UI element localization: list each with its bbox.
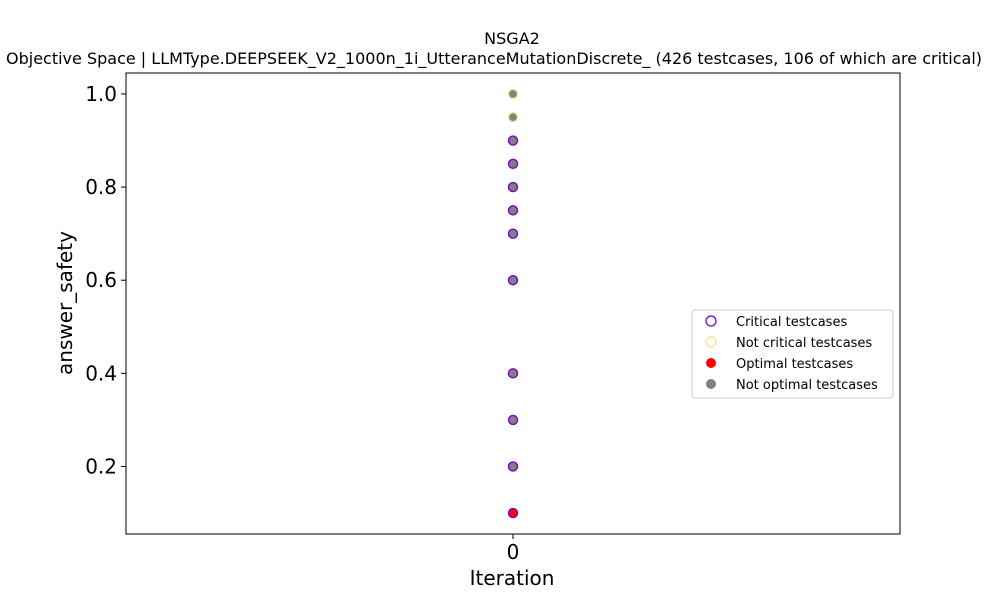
legend-box xyxy=(691,309,894,399)
y-tick-label: 0.6 xyxy=(85,268,117,292)
legend-entry-label: Optimal testcases xyxy=(736,357,853,372)
y-tick-label: 0.4 xyxy=(85,361,117,385)
y-tick-label: 0.2 xyxy=(85,454,117,478)
legend-marker xyxy=(705,315,717,327)
data-point xyxy=(507,414,519,426)
data-point xyxy=(507,507,519,519)
data-point xyxy=(507,275,519,286)
data-point xyxy=(507,228,519,239)
legend-marker xyxy=(706,379,716,389)
data-point xyxy=(507,158,519,170)
y-axis-label: answer_safety xyxy=(53,231,77,375)
legend-marker xyxy=(706,358,716,368)
data-point xyxy=(507,461,519,472)
y-tick-label: 0.8 xyxy=(85,175,117,199)
data-point xyxy=(507,112,519,123)
plot-frame xyxy=(125,72,901,535)
data-point xyxy=(507,205,519,216)
legend-entry-label: Not critical testcases xyxy=(736,336,872,351)
chart-title: NSGA2 xyxy=(484,29,540,48)
x-tick-label: 0 xyxy=(507,540,520,564)
data-point xyxy=(507,181,519,193)
legend-entry-label: Critical testcases xyxy=(736,315,847,330)
x-axis-label: Iteration xyxy=(470,566,555,590)
legend: Critical testcases Not critical testcases… xyxy=(691,309,894,399)
legend-marker xyxy=(705,336,717,348)
data-point xyxy=(507,88,519,100)
y-axis: 0.2 0.4 0.6 0.8 1.0 xyxy=(85,82,126,478)
y-tick-label: 1.0 xyxy=(85,82,117,106)
x-axis: 0 xyxy=(507,534,520,564)
legend-entry-label: Not optimal testcases xyxy=(736,378,878,393)
chart-subtitle: Objective Space | LLMType.DEEPSEEK_V2_10… xyxy=(6,49,982,69)
data-points xyxy=(507,88,519,519)
data-point xyxy=(507,368,519,379)
data-point xyxy=(507,135,519,146)
